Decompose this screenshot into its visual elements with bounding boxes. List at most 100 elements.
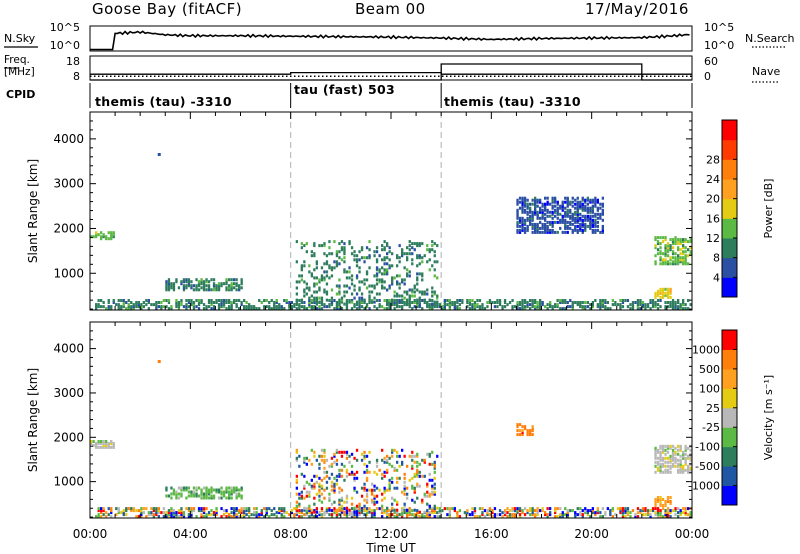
- velocity-echo-cell: [197, 486, 201, 490]
- velocity-echo-cell: [255, 515, 258, 519]
- power-echo-cell: [666, 244, 670, 248]
- velocity-echo-cell: [418, 484, 421, 488]
- velocity-echo-cell: [350, 511, 354, 515]
- power-echo-cell: [421, 290, 424, 294]
- velocity-echo-cell: [383, 486, 386, 490]
- power-echo-cell: [383, 307, 386, 311]
- power-echo-cell: [303, 244, 306, 248]
- velocity-echo-cell: [531, 425, 534, 429]
- velocity-echo-cell: [599, 515, 602, 519]
- velocity-echo-cell: [238, 488, 241, 492]
- velocity-echo-cell: [140, 511, 143, 515]
- velocity-colorbar-tick-label: -500: [695, 460, 720, 473]
- power-echo-cell: [539, 220, 542, 224]
- power-echo-cell: [433, 302, 436, 306]
- power-echo-cell: [486, 301, 489, 304]
- power-ytick-label: 4000: [53, 132, 84, 146]
- power-echo-cell: [594, 299, 597, 302]
- velocity-echo-cell: [335, 478, 339, 482]
- velocity-echo-cell: [350, 452, 354, 456]
- power-echo-cell: [579, 305, 582, 309]
- power-echo-cell: [664, 260, 667, 264]
- velocity-echo-cell: [215, 513, 218, 517]
- power-echo-cell: [388, 284, 391, 288]
- velocity-echo-cell: [566, 511, 569, 515]
- power-echo-cell: [581, 206, 584, 210]
- velocity-echo-cell: [340, 462, 344, 466]
- power-echo-cell: [273, 305, 276, 309]
- power-echo-cell: [654, 291, 657, 295]
- velocity-echo-cell: [471, 511, 474, 515]
- velocity-echo-cell: [381, 458, 384, 462]
- velocity-echo-cell: [611, 509, 614, 513]
- power-echo-cell: [571, 303, 574, 307]
- power-echo-cell: [596, 228, 599, 232]
- velocity-echo-cell: [406, 515, 409, 519]
- velocity-echo-cell: [671, 444, 675, 448]
- velocity-echo-cell: [212, 494, 216, 498]
- power-echo-cell: [348, 240, 351, 244]
- power-echo-cell: [167, 278, 171, 282]
- power-echo-cell: [589, 218, 592, 222]
- power-echo-cell: [443, 307, 446, 311]
- velocity-echo-cell: [428, 506, 431, 510]
- power-echo-cell: [298, 299, 301, 302]
- power-echo-cell: [433, 260, 436, 264]
- power-echo-cell: [656, 252, 660, 256]
- power-echo-cell: [167, 280, 171, 284]
- power-colorbar-segment: [722, 139, 737, 160]
- velocity-echo-cell: [298, 504, 301, 508]
- power-echo-cell: [318, 280, 321, 284]
- power-echo-cell: [561, 220, 564, 224]
- velocity-echo-cell: [298, 511, 301, 515]
- power-echo-cell: [220, 284, 223, 288]
- velocity-echo-cell: [671, 454, 675, 458]
- power-echo-cell: [589, 307, 592, 311]
- power-echo-cell: [564, 218, 567, 222]
- velocity-echo-cell: [165, 511, 168, 515]
- power-echo-cell: [253, 307, 256, 311]
- power-echo-cell: [225, 286, 228, 290]
- velocity-echo-cell: [687, 466, 690, 470]
- nsky-series-line: [90, 30, 690, 51]
- power-echo-cell: [175, 280, 178, 284]
- velocity-echo-cell: [338, 513, 341, 517]
- power-echo-cell: [546, 224, 549, 228]
- power-echo-cell: [644, 305, 647, 309]
- velocity-echo-cell: [105, 442, 108, 445]
- velocity-echo-cell: [300, 494, 303, 498]
- power-echo-cell: [323, 278, 326, 282]
- power-echo-cell: [343, 260, 346, 264]
- power-echo-cell: [433, 274, 436, 278]
- velocity-echo-cell: [323, 466, 326, 470]
- velocity-echo-cell: [265, 509, 268, 513]
- velocity-echo-cell: [172, 488, 176, 492]
- velocity-echo-cell: [333, 511, 336, 515]
- power-echo-cell: [664, 307, 667, 311]
- velocity-echo-cell: [381, 504, 384, 508]
- velocity-echo-cell: [416, 468, 419, 472]
- power-echo-cell: [423, 301, 426, 304]
- power-echo-cell: [599, 212, 602, 216]
- velocity-echo-cell: [666, 509, 670, 513]
- velocity-echo-cell: [448, 509, 451, 513]
- velocity-echo-cell: [671, 450, 675, 454]
- power-echo-cell: [641, 303, 645, 307]
- power-echo-cell: [601, 301, 604, 304]
- velocity-echo-cell: [315, 480, 318, 484]
- velocity-echo-cell: [408, 510, 411, 514]
- power-echo-cell: [398, 300, 401, 304]
- power-echo-cell: [546, 228, 549, 232]
- power-echo-cell: [566, 224, 569, 228]
- power-echo-cell: [561, 230, 564, 234]
- velocity-echo-cell: [175, 492, 178, 496]
- velocity-echo-cell: [190, 511, 193, 515]
- power-echo-cell: [423, 292, 426, 296]
- power-echo-cell: [531, 222, 534, 226]
- velocity-echo-cell: [288, 513, 291, 517]
- velocity-echo-cell: [531, 427, 534, 431]
- velocity-colorbar-tick-label: 100: [699, 382, 720, 395]
- power-echo-cell: [521, 307, 524, 311]
- velocity-echo-cell: [561, 511, 564, 515]
- velocity-echo-cell: [238, 492, 241, 496]
